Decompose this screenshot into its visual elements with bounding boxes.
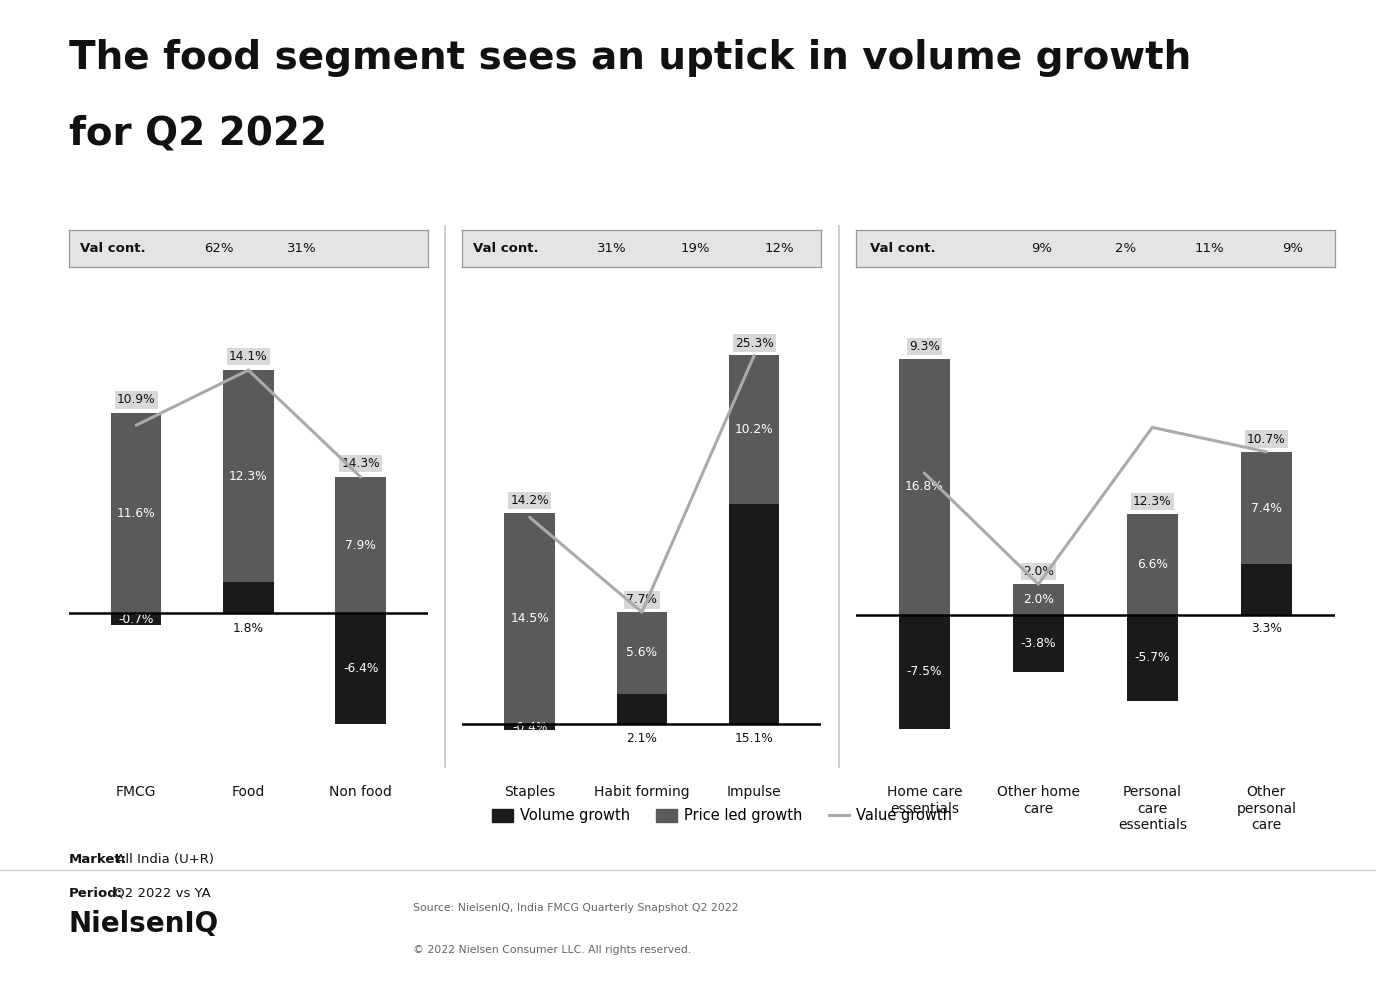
Text: The food segment sees an uptick in volume growth: The food segment sees an uptick in volum… — [69, 39, 1192, 78]
Text: 25.3%: 25.3% — [735, 336, 773, 350]
Text: 14.2%: 14.2% — [510, 494, 549, 507]
Text: 14.3%: 14.3% — [341, 457, 380, 470]
Bar — [111, 413, 161, 613]
Bar — [729, 504, 779, 724]
Text: Market:: Market: — [69, 852, 127, 865]
Bar — [729, 356, 779, 504]
Text: All India (U+R): All India (U+R) — [111, 852, 215, 865]
Text: 6.6%: 6.6% — [1137, 558, 1168, 571]
Bar — [223, 582, 274, 613]
Text: Val cont.: Val cont. — [473, 242, 539, 256]
Text: 31%: 31% — [288, 242, 316, 256]
Text: 12.3%: 12.3% — [228, 470, 268, 483]
Text: 7.7%: 7.7% — [626, 594, 658, 607]
Legend: Volume growth, Price led growth, Value growth: Volume growth, Price led growth, Value g… — [487, 802, 958, 830]
Text: 9%: 9% — [1031, 242, 1051, 256]
Text: -5.7%: -5.7% — [1135, 652, 1170, 665]
Bar — [1241, 564, 1292, 614]
Bar — [1013, 614, 1064, 672]
Text: Q2 2022 vs YA: Q2 2022 vs YA — [110, 887, 211, 900]
Text: 15.1%: 15.1% — [735, 731, 773, 745]
Text: 2%: 2% — [1115, 242, 1135, 256]
Text: 14.5%: 14.5% — [510, 612, 549, 625]
Text: 5.6%: 5.6% — [626, 647, 658, 660]
Text: -0.7%: -0.7% — [118, 612, 154, 626]
Text: © 2022 Nielsen Consumer LLC. All rights reserved.: © 2022 Nielsen Consumer LLC. All rights … — [413, 946, 691, 955]
Bar — [505, 513, 555, 724]
Text: 9.3%: 9.3% — [908, 340, 940, 353]
Bar — [1127, 514, 1178, 614]
Text: Val cont.: Val cont. — [870, 242, 936, 256]
Bar — [223, 370, 274, 582]
Text: 14.1%: 14.1% — [228, 350, 268, 363]
Text: 11.6%: 11.6% — [117, 506, 155, 520]
Text: -6.4%: -6.4% — [343, 662, 378, 675]
Text: 2.0%: 2.0% — [1022, 565, 1054, 578]
Text: 31%: 31% — [597, 242, 627, 256]
Text: Val cont.: Val cont. — [80, 242, 146, 256]
Bar — [111, 613, 161, 625]
Text: 10.2%: 10.2% — [735, 424, 773, 436]
Text: 19%: 19% — [681, 242, 710, 256]
Bar — [336, 613, 385, 723]
Bar — [505, 724, 555, 730]
Text: -3.8%: -3.8% — [1021, 637, 1055, 650]
Text: Period:: Period: — [69, 887, 122, 900]
Bar — [616, 612, 667, 694]
Text: 11%: 11% — [1194, 242, 1223, 256]
Bar — [336, 477, 385, 613]
Text: -0.4%: -0.4% — [512, 721, 548, 734]
Bar — [899, 359, 949, 614]
Bar — [1241, 452, 1292, 564]
Text: 7.4%: 7.4% — [1251, 501, 1282, 514]
Text: 2.0%: 2.0% — [1022, 593, 1054, 606]
Bar — [1013, 584, 1064, 614]
Text: NielsenIQ: NielsenIQ — [69, 909, 219, 938]
Text: 12%: 12% — [765, 242, 794, 256]
Text: 1.8%: 1.8% — [233, 622, 264, 635]
Text: 10.7%: 10.7% — [1247, 433, 1285, 445]
Text: Source: NielsenIQ, India FMCG Quarterly Snapshot Q2 2022: Source: NielsenIQ, India FMCG Quarterly … — [413, 902, 739, 912]
Text: -7.5%: -7.5% — [907, 665, 943, 678]
Text: 3.3%: 3.3% — [1251, 622, 1282, 635]
Text: 12.3%: 12.3% — [1132, 495, 1171, 508]
Bar — [1127, 614, 1178, 701]
Bar — [616, 694, 667, 724]
Text: 10.9%: 10.9% — [117, 393, 155, 406]
Text: 7.9%: 7.9% — [345, 539, 376, 551]
Text: 9%: 9% — [1282, 242, 1303, 256]
Bar — [899, 614, 949, 728]
Text: for Q2 2022: for Q2 2022 — [69, 115, 327, 152]
Text: 2.1%: 2.1% — [626, 731, 658, 745]
Text: 16.8%: 16.8% — [905, 481, 944, 493]
Text: 62%: 62% — [204, 242, 233, 256]
